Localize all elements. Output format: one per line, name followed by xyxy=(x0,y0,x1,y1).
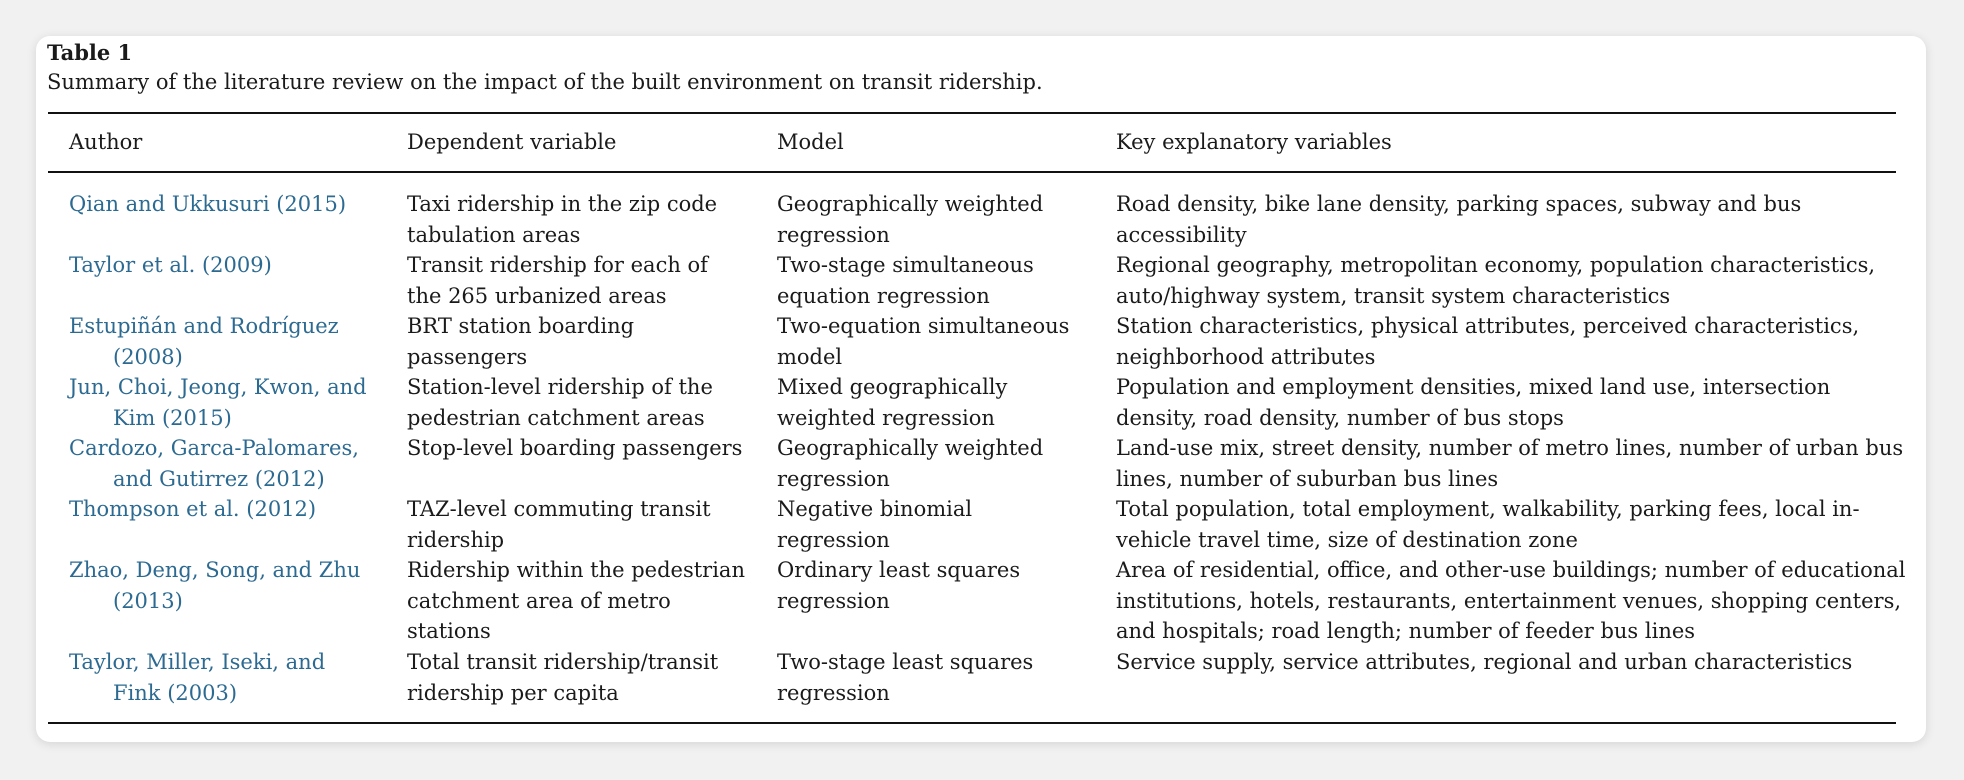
dependent-cell: Total transit ridership/transit ridershi… xyxy=(407,650,719,705)
model-cell: Geographically weighted regression xyxy=(777,436,1044,491)
header-dependent-variable: Dependent variable xyxy=(407,130,617,154)
author-link[interactable]: Taylor, Miller, Iseki, and Fink (2003) xyxy=(69,650,326,705)
variables-cell: Regional geography, metropolitan economy… xyxy=(1116,253,1876,308)
dependent-cell: Stop-level boarding passengers xyxy=(407,436,743,460)
dependent-cell: Taxi ridership in the zip code tabulatio… xyxy=(407,192,718,247)
author-link[interactable]: Estupiñán and Rodríguez (2008) xyxy=(69,314,339,369)
model-cell: Ordinary least squares regression xyxy=(777,558,1021,613)
model-cell: Negative binomial regression xyxy=(777,497,973,552)
model-cell: Two-stage simultaneous equation regressi… xyxy=(777,253,1034,308)
bottom-rule xyxy=(48,722,1896,724)
variables-cell: Land-use mix, street density, number of … xyxy=(1116,436,1904,491)
variables-cell: Road density, bike lane density, parking… xyxy=(1116,192,1802,247)
variables-cell: Area of residential, office, and other-u… xyxy=(1116,558,1906,643)
model-cell: Two-stage least squares regression xyxy=(777,650,1034,705)
variables-cell: Population and employment densities, mix… xyxy=(1116,375,1831,430)
author-link[interactable]: Jun, Choi, Jeong, Kwon, and Kim (2015) xyxy=(69,375,367,430)
table-label: Table 1 xyxy=(47,40,133,65)
header-key-explanatory-variables: Key explanatory variables xyxy=(1116,130,1392,154)
author-link[interactable]: Zhao, Deng, Song, and Zhu (2013) xyxy=(69,558,361,613)
dependent-cell: Ridership within the pedestrian catchmen… xyxy=(407,558,745,643)
author-link[interactable]: Qian and Ukkusuri (2015) xyxy=(69,192,347,216)
variables-cell: Total population, total employment, walk… xyxy=(1116,497,1860,552)
author-cell[interactable]: Taylor, Miller, Iseki, and Fink (2003) xyxy=(69,647,369,708)
dependent-cell: Station-level ridership of the pedestria… xyxy=(407,375,713,430)
author-cell[interactable]: Cardozo, Garca-Palomares, and Gutirrez (… xyxy=(69,433,369,494)
table-card: Table 1 Summary of the literature review… xyxy=(36,36,1926,742)
table-caption: Summary of the literature review on the … xyxy=(47,70,1043,94)
author-cell[interactable]: Zhao, Deng, Song, and Zhu (2013) xyxy=(69,555,369,616)
header-author: Author xyxy=(69,130,143,154)
author-cell[interactable]: Jun, Choi, Jeong, Kwon, and Kim (2015) xyxy=(69,372,369,433)
model-cell: Two-equation simultaneous model xyxy=(777,314,1070,369)
author-link[interactable]: Taylor et al. (2009) xyxy=(69,253,272,277)
top-rule xyxy=(48,112,1896,114)
header-rule xyxy=(48,171,1896,173)
header-model: Model xyxy=(777,130,844,154)
author-cell[interactable]: Taylor et al. (2009) xyxy=(69,250,369,281)
author-cell[interactable]: Qian and Ukkusuri (2015) xyxy=(69,189,369,220)
dependent-cell: Transit ridership for each of the 265 ur… xyxy=(407,253,708,308)
author-link[interactable]: Cardozo, Garca-Palomares, and Gutirrez (… xyxy=(69,436,359,491)
author-cell[interactable]: Estupiñán and Rodríguez (2008) xyxy=(69,311,369,372)
model-cell: Mixed geographically weighted regression xyxy=(777,375,1008,430)
model-cell: Geographically weighted regression xyxy=(777,192,1044,247)
author-cell[interactable]: Thompson et al. (2012) xyxy=(69,494,369,525)
dependent-cell: TAZ-level commuting transit ridership xyxy=(407,497,711,552)
variables-cell: Station characteristics, physical attrib… xyxy=(1116,314,1860,369)
variables-cell: Service supply, service attributes, regi… xyxy=(1116,650,1853,674)
author-link[interactable]: Thompson et al. (2012) xyxy=(69,497,317,521)
dependent-cell: BRT station boarding passengers xyxy=(407,314,635,369)
